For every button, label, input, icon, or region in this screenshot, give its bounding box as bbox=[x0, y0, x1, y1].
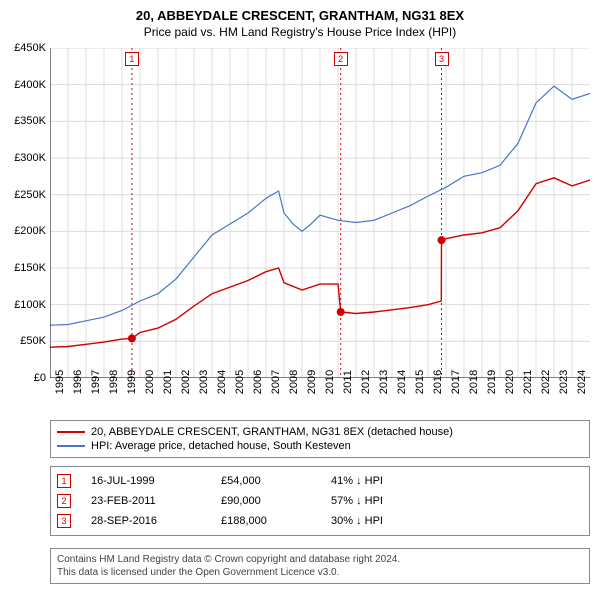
x-tick-label: 2017 bbox=[450, 370, 462, 394]
x-tick-label: 2000 bbox=[144, 370, 156, 394]
chart-container: 20, ABBEYDALE CRESCENT, GRANTHAM, NG31 8… bbox=[0, 0, 600, 590]
x-tick-label: 2001 bbox=[162, 370, 174, 394]
x-tick-label: 2021 bbox=[522, 370, 534, 394]
x-tick-label: 2015 bbox=[414, 370, 426, 394]
legend: 20, ABBEYDALE CRESCENT, GRANTHAM, NG31 8… bbox=[50, 420, 590, 458]
legend-label: 20, ABBEYDALE CRESCENT, GRANTHAM, NG31 8… bbox=[91, 426, 453, 438]
y-tick-label: £150K bbox=[14, 262, 46, 274]
event-price: £188,000 bbox=[221, 515, 331, 527]
event-marker: 2 bbox=[57, 494, 71, 508]
x-tick-label: 2024 bbox=[576, 370, 588, 394]
event-pct: 41% ↓ HPI bbox=[331, 475, 583, 487]
legend-swatch bbox=[57, 445, 85, 447]
x-tick-label: 2003 bbox=[198, 370, 210, 394]
x-tick-label: 1995 bbox=[54, 370, 66, 394]
event-pct: 30% ↓ HPI bbox=[331, 515, 583, 527]
y-tick-label: £450K bbox=[14, 42, 46, 54]
x-tick-label: 2020 bbox=[504, 370, 516, 394]
events-table: 1 16-JUL-1999£54,00041% ↓ HPI 2 23-FEB-2011… bbox=[50, 466, 590, 536]
legend-label: HPI: Average price, detached house, Sout… bbox=[91, 440, 351, 452]
x-tick-label: 2006 bbox=[252, 370, 264, 394]
x-tick-label: 2004 bbox=[216, 370, 228, 394]
event-row: 2 23-FEB-2011£90,00057% ↓ HPI bbox=[57, 491, 583, 511]
x-tick-label: 2012 bbox=[360, 370, 372, 394]
event-marker: 1 bbox=[57, 474, 71, 488]
legend-row: HPI: Average price, detached house, Sout… bbox=[57, 439, 583, 453]
y-tick-label: £50K bbox=[20, 335, 46, 347]
x-tick-label: 2014 bbox=[396, 370, 408, 394]
x-tick-label: 2008 bbox=[288, 370, 300, 394]
x-tick-label: 2005 bbox=[234, 370, 246, 394]
y-tick-label: £250K bbox=[14, 189, 46, 201]
x-tick-label: 2010 bbox=[324, 370, 336, 394]
x-tick-label: 2023 bbox=[558, 370, 570, 394]
y-tick-label: £0 bbox=[34, 372, 46, 384]
y-tick-label: £300K bbox=[14, 152, 46, 164]
x-tick-label: 1997 bbox=[90, 370, 102, 394]
y-tick-label: £350K bbox=[14, 115, 46, 127]
x-tick-label: 2018 bbox=[468, 370, 480, 394]
x-tick-label: 1996 bbox=[72, 370, 84, 394]
event-date: 16-JUL-1999 bbox=[91, 475, 221, 487]
event-row: 1 16-JUL-1999£54,00041% ↓ HPI bbox=[57, 471, 583, 491]
x-tick-label: 1999 bbox=[126, 370, 138, 394]
event-row: 3 28-SEP-2016£188,00030% ↓ HPI bbox=[57, 511, 583, 531]
x-tick-label: 2002 bbox=[180, 370, 192, 394]
x-tick-label: 2019 bbox=[486, 370, 498, 394]
chart-subtitle: Price paid vs. HM Land Registry's House … bbox=[0, 23, 600, 39]
event-pct: 57% ↓ HPI bbox=[331, 495, 583, 507]
y-tick-label: £200K bbox=[14, 225, 46, 237]
x-tick-label: 1998 bbox=[108, 370, 120, 394]
footer-line1: Contains HM Land Registry data © Crown c… bbox=[57, 553, 583, 566]
event-date: 28-SEP-2016 bbox=[91, 515, 221, 527]
event-price: £90,000 bbox=[221, 495, 331, 507]
event-marker-box: 2 bbox=[334, 52, 348, 66]
event-marker: 3 bbox=[57, 514, 71, 528]
chart-area: £0£50K£100K£150K£200K£250K£300K£350K£400… bbox=[50, 48, 590, 378]
legend-row: 20, ABBEYDALE CRESCENT, GRANTHAM, NG31 8… bbox=[57, 425, 583, 439]
y-tick-label: £400K bbox=[14, 79, 46, 91]
y-tick-label: £100K bbox=[14, 299, 46, 311]
footer-attribution: Contains HM Land Registry data © Crown c… bbox=[50, 548, 590, 584]
chart-svg bbox=[50, 48, 590, 378]
event-marker-box: 1 bbox=[125, 52, 139, 66]
x-tick-label: 2016 bbox=[432, 370, 444, 394]
event-price: £54,000 bbox=[221, 475, 331, 487]
x-tick-label: 2009 bbox=[306, 370, 318, 394]
x-tick-label: 2007 bbox=[270, 370, 282, 394]
x-tick-label: 2013 bbox=[378, 370, 390, 394]
footer-line2: This data is licensed under the Open Gov… bbox=[57, 566, 583, 579]
x-tick-label: 2011 bbox=[342, 370, 354, 394]
event-date: 23-FEB-2011 bbox=[91, 495, 221, 507]
event-marker-box: 3 bbox=[435, 52, 449, 66]
chart-title: 20, ABBEYDALE CRESCENT, GRANTHAM, NG31 8… bbox=[0, 0, 600, 23]
legend-swatch bbox=[57, 431, 85, 433]
x-tick-label: 2022 bbox=[540, 370, 552, 394]
